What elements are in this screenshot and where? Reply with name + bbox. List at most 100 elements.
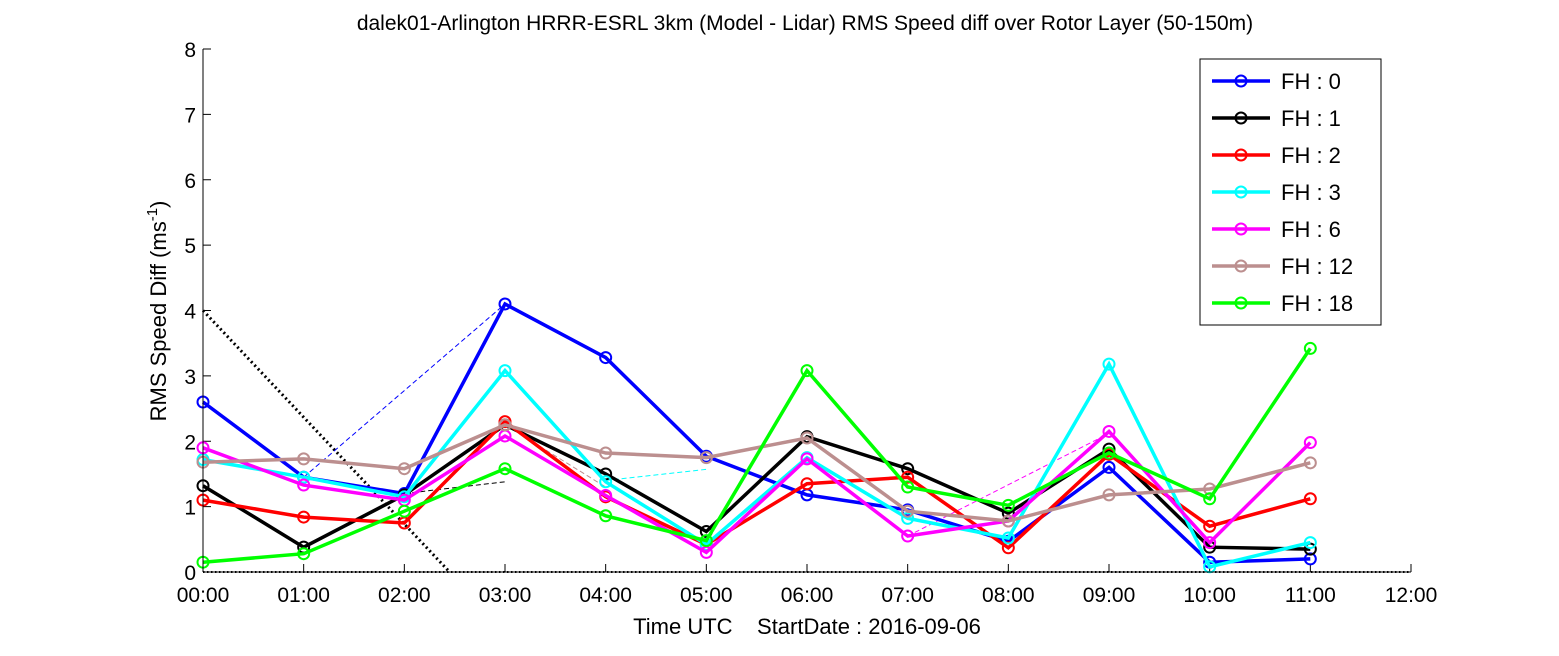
series-point xyxy=(1203,536,1217,550)
x-tick-label: 09:00 xyxy=(1083,584,1136,607)
y-tick-label: 5 xyxy=(184,235,196,258)
series-point xyxy=(1001,498,1015,512)
series-point xyxy=(1102,488,1116,502)
series-line xyxy=(201,301,1311,564)
chart-title: dalek01-Arlington HRRR-ESRL 3km (Model -… xyxy=(357,12,1253,35)
series-point xyxy=(901,470,915,484)
series-point xyxy=(599,489,613,503)
series-line xyxy=(202,360,1311,569)
series-point xyxy=(901,462,915,476)
series-point xyxy=(1303,536,1317,550)
legend-label: FH : 2 xyxy=(1281,143,1341,168)
x-tick-label: 11:00 xyxy=(1285,584,1336,607)
legend-label: FH : 1 xyxy=(1281,106,1341,131)
series-point xyxy=(1102,446,1116,460)
x-tick-label: 10:00 xyxy=(1183,584,1236,607)
series-point xyxy=(599,475,613,489)
x-tick-label: 03:00 xyxy=(479,584,532,607)
legend-marker xyxy=(1234,148,1248,162)
series-point xyxy=(1303,492,1317,506)
series-point xyxy=(1303,456,1317,470)
y-tick-label: 0 xyxy=(184,562,196,585)
series-point xyxy=(297,547,311,561)
series-point xyxy=(397,462,411,476)
series-point xyxy=(800,431,814,445)
x-tick-label: 07:00 xyxy=(881,584,934,607)
y-tick-label: 6 xyxy=(184,170,196,193)
series-point xyxy=(397,504,411,518)
series-point xyxy=(800,452,814,466)
series-point xyxy=(1001,531,1015,545)
y-axis-label-end: ) xyxy=(146,201,171,208)
series-group xyxy=(196,357,1317,574)
series-point xyxy=(901,504,915,518)
legend-label: FH : 18 xyxy=(1281,291,1353,316)
series-point xyxy=(297,452,311,466)
series-point xyxy=(1102,357,1116,371)
dashed-connector xyxy=(404,481,506,495)
series-point xyxy=(1001,541,1015,555)
legend: FH : 0 FH : 1 FH : 2 FH : 3 FH : 6 FH : 12 FH … xyxy=(1199,58,1382,326)
series-point xyxy=(297,510,311,524)
series-point xyxy=(1102,424,1116,438)
series-point xyxy=(1303,552,1317,566)
x-tick-label: 02:00 xyxy=(378,584,431,607)
series-layer xyxy=(196,297,1317,574)
series-point xyxy=(1203,519,1217,533)
x-tick-label: 04:00 xyxy=(579,584,632,607)
series-point xyxy=(498,462,512,476)
y-tick-label: 1 xyxy=(184,497,196,520)
x-tick-label: 08:00 xyxy=(982,584,1035,607)
legend-label: FH : 6 xyxy=(1281,217,1341,242)
series-point xyxy=(498,297,512,311)
y-tick-label: 2 xyxy=(184,431,196,454)
x-tick-label: 00:00 xyxy=(177,584,230,607)
series-point xyxy=(599,446,613,460)
y-tick-label: 4 xyxy=(184,301,196,324)
series-line xyxy=(202,347,1312,564)
legend-label: FH : 3 xyxy=(1281,180,1341,205)
legend-marker xyxy=(1234,185,1248,199)
series-group xyxy=(196,418,1317,528)
series-point xyxy=(1303,341,1317,355)
legend-marker xyxy=(1234,74,1248,88)
series-point xyxy=(599,351,613,365)
legend-marker xyxy=(1234,111,1248,125)
legend-label: FH : 0 xyxy=(1281,69,1341,94)
series-point xyxy=(901,480,915,494)
y-tick-label: 3 xyxy=(184,366,196,389)
y-tick-label: 8 xyxy=(184,39,196,62)
series-point xyxy=(498,364,512,378)
series-line xyxy=(202,419,1311,551)
x-axis-label: Time UTC StartDate : 2016-09-06 xyxy=(633,614,981,639)
y-axis-label-main: RMS Speed Diff (ms xyxy=(146,221,171,421)
dashed-connector xyxy=(907,432,1110,537)
y-tick-labels: 0 1 2 3 4 5 6 7 8 xyxy=(184,39,196,585)
x-tick-label: 12:00 xyxy=(1385,584,1438,607)
legend-marker xyxy=(1234,259,1248,273)
series-point xyxy=(1001,514,1015,528)
x-tick-label: 01:00 xyxy=(277,584,330,607)
legend-label: FH : 12 xyxy=(1281,254,1353,279)
series-point xyxy=(1203,492,1217,506)
x-tick-label: 05:00 xyxy=(680,584,733,607)
x-tick-labels: 00:00 01:00 02:00 03:00 04:00 05:00 06:00 07:00… xyxy=(177,584,1438,607)
series-point xyxy=(1303,436,1317,450)
legend-marker xyxy=(1234,296,1248,310)
series-point xyxy=(699,534,713,548)
series-point xyxy=(800,477,814,491)
series-point xyxy=(498,418,512,432)
dashed-connector xyxy=(303,303,506,478)
series-point xyxy=(699,451,713,465)
legend-marker xyxy=(1234,222,1248,236)
dashed-connector xyxy=(605,468,707,481)
series-point xyxy=(901,529,915,543)
series-point xyxy=(800,364,814,378)
series-group xyxy=(196,341,1317,569)
y-tick-label: 7 xyxy=(184,104,196,127)
series-point xyxy=(1102,460,1116,474)
y-axis-label-sup: -1 xyxy=(144,208,161,221)
x-tick-label: 06:00 xyxy=(781,584,834,607)
series-line xyxy=(202,428,1312,555)
